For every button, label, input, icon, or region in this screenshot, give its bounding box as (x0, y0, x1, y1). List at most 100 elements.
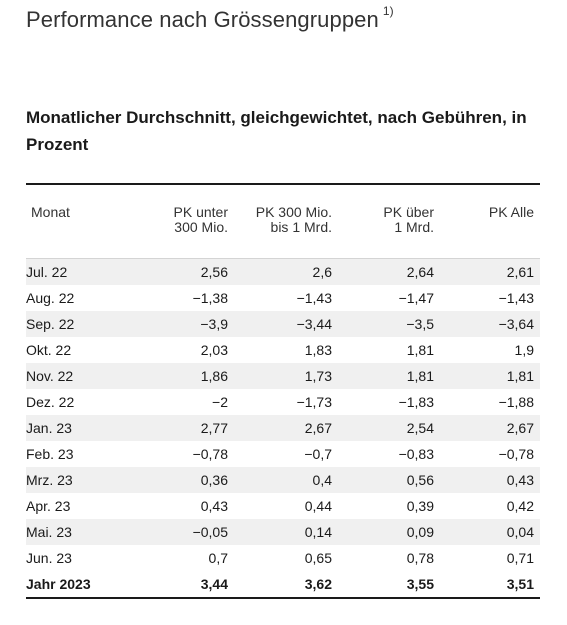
cell-value: −3,44 (234, 311, 338, 337)
table-row: Apr. 23 0,43 0,44 0,39 0,42 (26, 493, 540, 519)
table-total-row: Jahr 2023 3,44 3,62 3,55 3,51 (26, 571, 540, 597)
cell-value: −0,05 (136, 519, 234, 545)
cell-value: 2,61 (440, 258, 540, 285)
cell-month: Aug. 22 (26, 290, 75, 306)
cell-month: Jun. 23 (26, 550, 72, 566)
cell-month: Apr. 23 (26, 498, 71, 514)
cell-value: −1,83 (398, 394, 434, 410)
cell-value: −1,43 (498, 290, 534, 306)
cell-month: Okt. 22 (26, 342, 72, 358)
table-row: Jun. 23 0,7 0,65 0,78 0,71 (26, 545, 540, 571)
table-row: Jan. 23 2,77 2,67 2,54 2,67 (26, 415, 540, 441)
table-row: Jul. 22 2,56 2,6 2,64 2,61 (26, 258, 540, 285)
cell-month: Mrz. 23 (26, 467, 136, 493)
performance-table: Monat PK unter 300 Mio. PK 300 Mio. bis 1 … (26, 185, 540, 597)
page-title: Performance nach Grössengruppen 1) (26, 3, 394, 33)
header-line: 1 Mrd. (394, 219, 434, 235)
cell-month: Jul. 22 (26, 258, 136, 285)
cell-value: −1,43 (296, 290, 332, 306)
table-row: Nov. 22 1,86 1,73 1,81 1,81 (26, 363, 540, 389)
cell-value: −0,78 (192, 446, 228, 462)
total-value: 3,44 (136, 571, 234, 597)
cell-value: 0,43 (440, 467, 540, 493)
table-row: Dez. 22 −2 −1,73 −1,83 −1,88 (26, 389, 540, 415)
table-row: Mai. 23 −0,05 0,14 0,09 0,04 (26, 519, 540, 545)
cell-month: Nov. 22 (26, 363, 136, 389)
cell-value: −0,7 (304, 446, 332, 462)
cell-value: 2,03 (200, 342, 228, 358)
header-pk-alle: PK Alle (440, 185, 540, 259)
header-line: PK Alle (488, 204, 534, 220)
table-bottom-rule (26, 597, 540, 599)
header-pk-300-bis-1mrd: PK 300 Mio. bis 1 Mrd. (234, 185, 338, 259)
cell-value: −1,38 (192, 290, 228, 306)
cell-value: −3,9 (136, 311, 234, 337)
total-value: 3,62 (234, 571, 338, 597)
table-header: Monat PK unter 300 Mio. PK 300 Mio. bis 1 … (26, 185, 540, 259)
header-pk-unter-300: PK unter 300 Mio. (136, 185, 234, 259)
table-row: Mrz. 23 0,36 0,4 0,56 0,43 (26, 467, 540, 493)
page-title-text: Performance nach Grössengruppen (26, 7, 379, 32)
header-line: bis 1 Mrd. (270, 219, 332, 235)
cell-value: 1,83 (304, 342, 332, 358)
cell-month: Jan. 23 (26, 415, 136, 441)
cell-value: 0,4 (234, 467, 338, 493)
cell-value: 0,7 (208, 550, 228, 566)
cell-value: 0,36 (136, 467, 234, 493)
cell-value: 0,39 (406, 498, 434, 514)
table-row: Aug. 22 −1,38 −1,43 −1,47 −1,43 (26, 285, 540, 311)
total-value: 3,51 (440, 571, 540, 597)
cell-value: 0,71 (506, 550, 534, 566)
cell-value: −2 (212, 394, 228, 410)
cell-value: 2,56 (136, 258, 234, 285)
cell-value: −3,5 (338, 311, 440, 337)
table-top-rule (26, 183, 540, 185)
cell-value: 0,78 (406, 550, 434, 566)
total-value: 3,55 (338, 571, 440, 597)
cell-value: 0,44 (304, 498, 332, 514)
cell-value: −1,88 (498, 394, 534, 410)
cell-value: 0,14 (234, 519, 338, 545)
header-line: PK 300 Mio. (255, 204, 332, 220)
total-label: Jahr 2023 (26, 571, 136, 597)
cell-value: 0,04 (440, 519, 540, 545)
cell-month: Sep. 22 (26, 311, 136, 337)
cell-value: 0,56 (338, 467, 440, 493)
cell-value: −0,78 (498, 446, 534, 462)
cell-month: Feb. 23 (26, 446, 74, 462)
table-body: Jul. 22 2,56 2,6 2,64 2,61 Aug. 22 −1,38… (26, 258, 540, 597)
cell-value: 0,09 (338, 519, 440, 545)
title-footnote-marker[interactable]: 1) (382, 3, 394, 18)
performance-table-container: Monat PK unter 300 Mio. PK 300 Mio. bis 1 … (26, 183, 540, 599)
cell-value: 2,67 (440, 415, 540, 441)
cell-value: 0,65 (304, 550, 332, 566)
cell-value: 2,67 (234, 415, 338, 441)
cell-value: 1,86 (136, 363, 234, 389)
table-subtitle: Monatlicher Durchschnitt, gleichgewichte… (26, 108, 527, 154)
cell-value: 1,81 (406, 342, 434, 358)
cell-value: 0,43 (200, 498, 228, 514)
table-header-row: Monat PK unter 300 Mio. PK 300 Mio. bis 1 … (26, 185, 540, 259)
header-month-label: Monat (31, 204, 70, 220)
cell-value: 1,81 (338, 363, 440, 389)
table-row: Feb. 23 −0,78 −0,7 −0,83 −0,78 (26, 441, 540, 467)
cell-value: 2,54 (338, 415, 440, 441)
header-month: Monat (26, 185, 136, 259)
header-pk-ueber-1mrd: PK über 1 Mrd. (338, 185, 440, 259)
header-line: PK unter (173, 204, 228, 220)
cell-value: 2,77 (136, 415, 234, 441)
table-row: Okt. 22 2,03 1,83 1,81 1,9 (26, 337, 540, 363)
cell-value: 0,42 (506, 498, 534, 514)
table-row: Sep. 22 −3,9 −3,44 −3,5 −3,64 (26, 311, 540, 337)
header-line: 300 Mio. (174, 219, 228, 235)
cell-value: −3,64 (440, 311, 540, 337)
cell-month: Mai. 23 (26, 519, 136, 545)
cell-value: −0,83 (398, 446, 434, 462)
cell-month: Dez. 22 (26, 394, 75, 410)
cell-value: 1,73 (234, 363, 338, 389)
cell-value: 2,6 (234, 258, 338, 285)
cell-value: −1,73 (296, 394, 332, 410)
cell-value: 2,64 (338, 258, 440, 285)
cell-value: 1,81 (440, 363, 540, 389)
header-line: PK über (383, 204, 434, 220)
